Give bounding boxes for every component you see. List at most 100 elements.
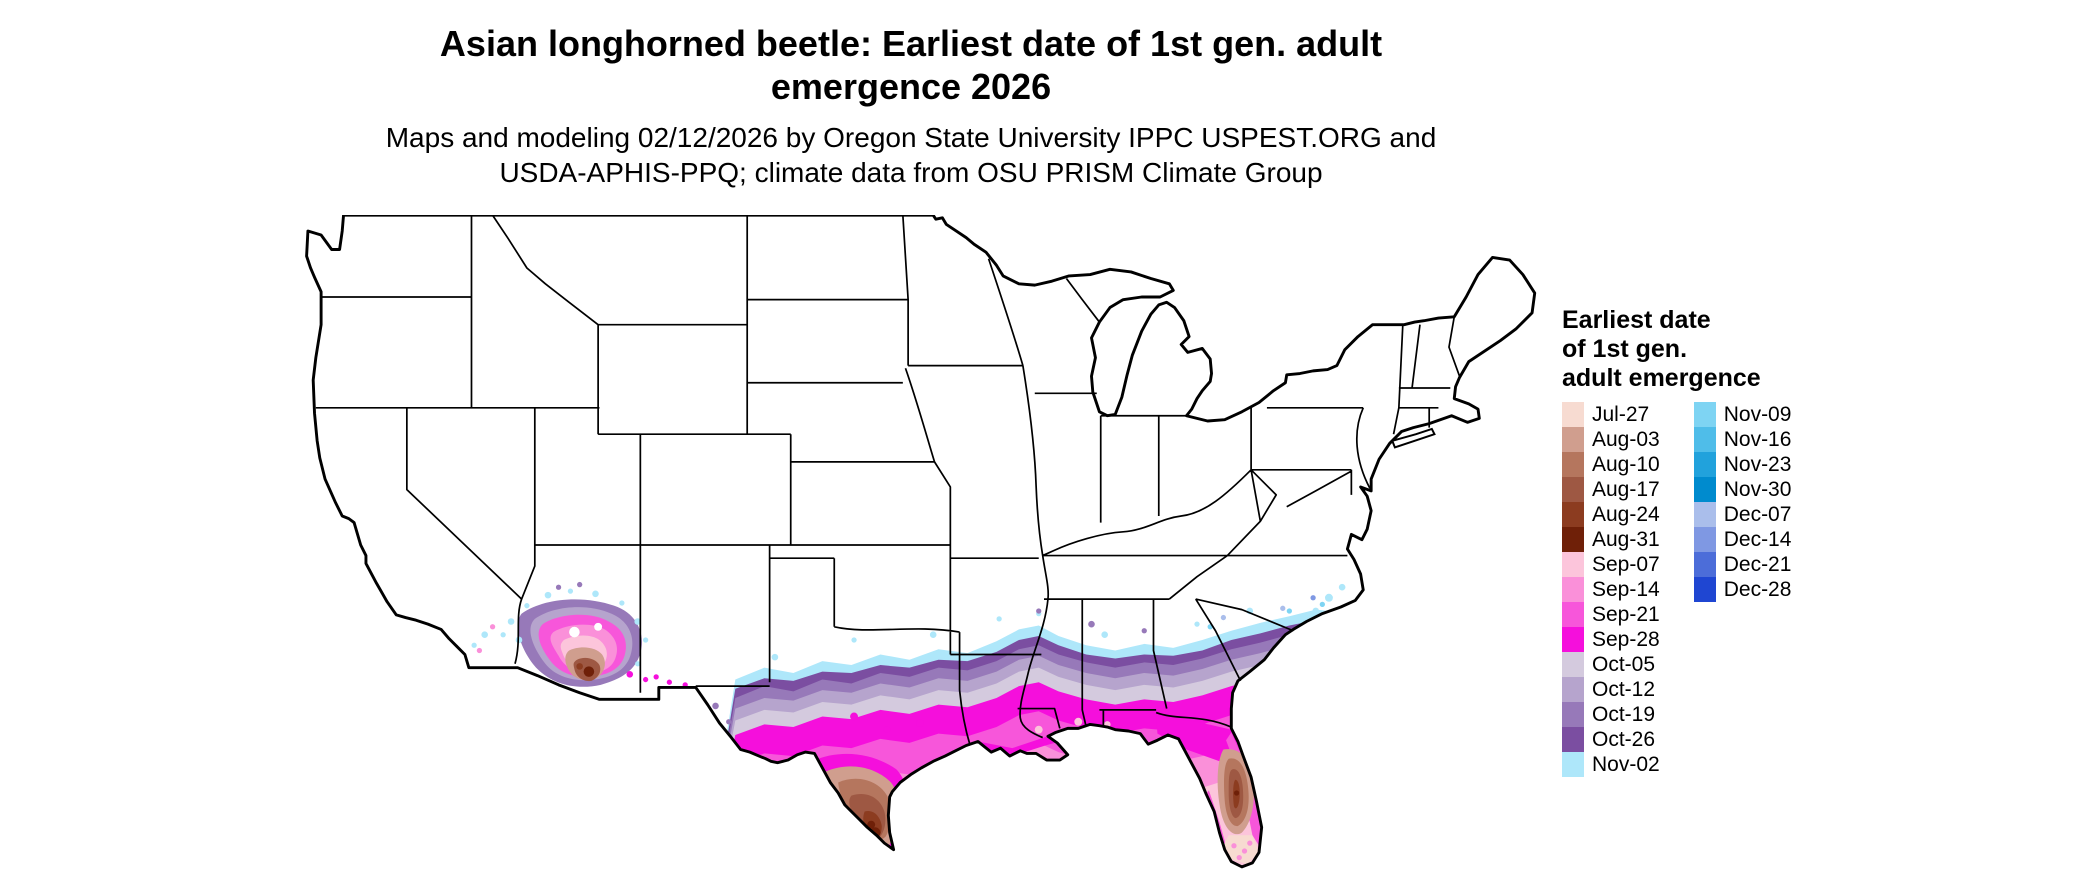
legend-label: Dec-28 bbox=[1723, 577, 1792, 601]
legend-label: Aug-31 bbox=[1592, 527, 1660, 551]
florida-tip-speck bbox=[1231, 843, 1237, 849]
legend-swatch bbox=[1562, 627, 1584, 652]
legend-column: Nov-09 Nov-16 Nov-23 Nov-30 Dec-07 Dec-14 Dec-… bbox=[1693, 402, 1792, 602]
legend-swatch bbox=[1562, 577, 1584, 602]
legend-label: Nov-09 bbox=[1723, 402, 1792, 426]
legend-row: Nov-23 bbox=[1693, 452, 1792, 477]
legend-swatch bbox=[1562, 652, 1584, 677]
legend-label: Dec-07 bbox=[1723, 502, 1792, 526]
legend-label: Nov-30 bbox=[1723, 477, 1792, 501]
stexas-aug31-spot bbox=[867, 820, 876, 829]
legend-label: Sep-14 bbox=[1592, 577, 1660, 601]
legend-label: Dec-14 bbox=[1723, 527, 1792, 551]
arizona-hole bbox=[594, 622, 603, 631]
legend-swatch bbox=[1562, 677, 1584, 702]
legend-label: Jul-27 bbox=[1592, 402, 1650, 426]
title-line1: Asian longhorned beetle: Earliest date o… bbox=[439, 23, 1383, 64]
legend-swatch bbox=[1562, 702, 1584, 727]
legend-label: Sep-21 bbox=[1592, 602, 1660, 626]
legend-row: Nov-09 bbox=[1693, 402, 1792, 427]
legend-label: Aug-24 bbox=[1592, 502, 1660, 526]
state-borders bbox=[315, 214, 1461, 746]
legend-swatch bbox=[1693, 502, 1716, 527]
legend-swatch bbox=[1562, 402, 1584, 427]
emergence-band-sep07 bbox=[695, 758, 1422, 867]
legend-swatch bbox=[1562, 527, 1584, 552]
arizona-hole bbox=[569, 626, 580, 638]
legend-row: Aug-24 bbox=[1562, 502, 1660, 527]
legend-title-line2: of 1st gen. bbox=[1562, 335, 1688, 363]
legend-swatch bbox=[1562, 752, 1584, 777]
legend-label: Dec-21 bbox=[1723, 552, 1792, 576]
legend-row: Sep-21 bbox=[1562, 602, 1660, 627]
legend-label: Nov-23 bbox=[1723, 452, 1792, 476]
legend-swatch bbox=[1693, 452, 1716, 477]
legend-swatch bbox=[1562, 552, 1584, 577]
legend-swatch bbox=[1693, 477, 1716, 502]
subtitle-line2: USDA-APHIS-PPQ; climate data from OSU PR… bbox=[499, 157, 1323, 188]
legend-row: Dec-14 bbox=[1693, 527, 1792, 552]
legend-label: Oct-19 bbox=[1592, 702, 1656, 726]
legend-column: Jul-27 Aug-03 Aug-10 Aug-17 Aug-24 Aug-31 Sep-… bbox=[1562, 402, 1660, 777]
legend-label: Aug-03 bbox=[1592, 427, 1660, 451]
legend-row: Oct-19 bbox=[1562, 702, 1660, 727]
arizona-aug31-spot bbox=[583, 666, 595, 677]
legend-columns: Jul-27 Aug-03 Aug-10 Aug-17 Aug-24 Aug-31 Sep-… bbox=[1562, 402, 1791, 777]
florida-north-region bbox=[1156, 716, 1240, 763]
florida-aug31-spot bbox=[1233, 790, 1240, 796]
legend-label: Sep-07 bbox=[1592, 552, 1660, 576]
florida-tip-speck bbox=[1236, 855, 1242, 861]
legend-label: Oct-26 bbox=[1592, 727, 1656, 751]
legend-row: Oct-05 bbox=[1562, 652, 1660, 677]
florida-tip-speck bbox=[1247, 840, 1253, 846]
legend-swatch bbox=[1562, 427, 1584, 452]
legend-swatch bbox=[1693, 552, 1716, 577]
legend-row: Sep-14 bbox=[1562, 577, 1660, 602]
map-subtitle: Maps and modeling 02/12/2026 by Oregon S… bbox=[0, 120, 1822, 190]
legend-row: Sep-07 bbox=[1562, 552, 1660, 577]
legend-swatch bbox=[1562, 477, 1584, 502]
florida-tip-speck bbox=[1241, 848, 1248, 854]
legend-row: Aug-03 bbox=[1562, 427, 1660, 452]
legend-row: Nov-30 bbox=[1693, 477, 1792, 502]
legend-title-line3: adult emergence bbox=[1562, 364, 1761, 392]
legend-row: Oct-12 bbox=[1562, 677, 1660, 702]
legend-row: Aug-17 bbox=[1562, 477, 1660, 502]
long-island bbox=[1390, 427, 1436, 449]
legend-title: Earliest date of 1st gen. adult emergenc… bbox=[1562, 306, 1791, 393]
legend-swatch bbox=[1562, 452, 1584, 477]
legend-label: Aug-17 bbox=[1592, 477, 1660, 501]
subtitle-line1: Maps and modeling 02/12/2026 by Oregon S… bbox=[385, 122, 1437, 153]
legend-swatch bbox=[1693, 527, 1716, 552]
legend-swatch bbox=[1562, 502, 1584, 527]
legend-row: Dec-21 bbox=[1693, 552, 1792, 577]
title-line2: emergence 2026 bbox=[770, 66, 1052, 107]
legend-row: Nov-02 bbox=[1562, 752, 1660, 777]
legend-row: Sep-28 bbox=[1562, 627, 1660, 652]
page-title: Asian longhorned beetle: Earliest date o… bbox=[0, 22, 1822, 108]
legend-swatch bbox=[1562, 727, 1584, 752]
legend-label: Nov-02 bbox=[1592, 752, 1660, 776]
legend-row: Aug-31 bbox=[1562, 527, 1660, 552]
legend-row: Oct-26 bbox=[1562, 727, 1660, 752]
arizona-aug24-spot bbox=[576, 663, 583, 670]
legend-label: Oct-05 bbox=[1592, 652, 1656, 676]
legend-label: Oct-12 bbox=[1592, 677, 1656, 701]
legend-row: Dec-07 bbox=[1693, 502, 1792, 527]
legend-swatch bbox=[1693, 402, 1716, 427]
us-map-svg bbox=[305, 213, 1537, 869]
legend-row: Nov-16 bbox=[1693, 427, 1792, 452]
legend-label: Aug-10 bbox=[1592, 452, 1660, 476]
legend: Earliest date of 1st gen. adult emergenc… bbox=[1562, 306, 1791, 777]
legend-swatch bbox=[1693, 427, 1716, 452]
legend-swatch bbox=[1562, 602, 1584, 627]
legend-swatch bbox=[1693, 577, 1716, 602]
legend-label: Sep-28 bbox=[1592, 627, 1660, 651]
legend-title-line1: Earliest date bbox=[1562, 306, 1711, 334]
legend-row: Jul-27 bbox=[1562, 402, 1660, 427]
legend-row: Dec-28 bbox=[1693, 577, 1792, 602]
legend-label: Nov-16 bbox=[1723, 427, 1792, 451]
legend-row: Aug-10 bbox=[1562, 452, 1660, 477]
us-map bbox=[300, 213, 1540, 875]
